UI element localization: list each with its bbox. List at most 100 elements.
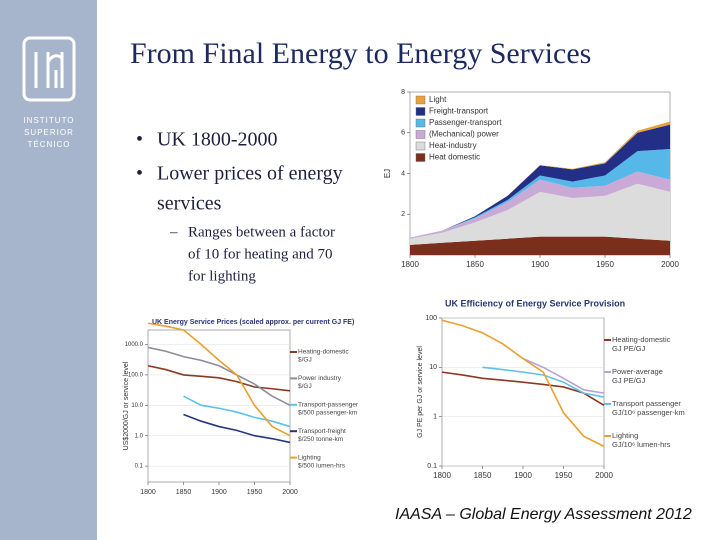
line [522, 357, 605, 394]
legend-label: Passenger-transport [429, 118, 502, 127]
legend-swatch [415, 153, 426, 162]
legend-label: Transport-freight [298, 428, 346, 435]
y-axis-label: EJ [383, 169, 392, 178]
legend-label: Heating-domestic [612, 335, 671, 344]
line [441, 371, 605, 406]
legend-label: Heat-industry [429, 141, 477, 150]
x-tick-label: 1950 [596, 260, 614, 269]
legend-unit: GJ/10⁶ passenger-km [612, 408, 685, 417]
legend-label: Lighting [298, 454, 321, 461]
legend-label: Lighting [612, 431, 638, 440]
bullet: Lower prices of energy [157, 163, 343, 185]
legend-swatch [415, 118, 426, 128]
x-tick-label: 2000 [661, 260, 679, 269]
chart: UK Energy Service Prices (scaled approx.… [123, 319, 359, 496]
plot-area [147, 329, 291, 483]
y-tick-label: 4 [401, 170, 405, 177]
x-tick-label: 1950 [247, 489, 263, 496]
x-tick-label: 2000 [595, 471, 613, 480]
line [147, 346, 291, 407]
area [410, 149, 670, 238]
y-tick-label: 8 [401, 89, 405, 96]
logo-text: SUPERIOR [24, 128, 74, 137]
y-tick-label: 0.1 [135, 464, 144, 470]
bullet: UK 1800-2000 [157, 129, 278, 151]
chart: UK Efficiency of Energy Service Provisio… [417, 298, 685, 480]
bullet-mark: • [136, 163, 143, 185]
line [183, 395, 291, 428]
legend-label: Power industry [298, 375, 342, 382]
y-tick-label: 1000.0 [125, 342, 144, 348]
bullet-mark: • [136, 129, 143, 151]
legend-unit: GJ PE/GJ [612, 344, 646, 353]
legend-label: Power-average [612, 367, 663, 376]
y-tick-label: 100.0 [128, 372, 144, 378]
y-axis-label: US$2000/GJ or service level [123, 361, 130, 450]
y-tick-label: 10 [429, 364, 437, 371]
slide-title: From Final Energy to Energy Services [130, 37, 591, 70]
x-tick-label: 1800 [401, 260, 419, 269]
line [147, 364, 291, 392]
area [410, 171, 670, 239]
legend-unit: $/GJ [298, 357, 312, 364]
y-tick-label: 1 [433, 414, 437, 421]
legend-label: (Mechanical) power [429, 130, 499, 139]
x-tick-label: 1800 [140, 489, 156, 496]
legend-label: Freight-transport [429, 107, 489, 116]
bullet: services [157, 193, 222, 215]
y-tick-label: 10.0 [131, 403, 143, 409]
sub-bullet: of 10 for heating and 70 [188, 246, 333, 262]
legend-unit: GJ PE/GJ [612, 376, 646, 385]
x-tick-label: 1850 [474, 471, 492, 480]
logo-text: TÉCNICO [28, 140, 71, 149]
legend-swatch [415, 130, 426, 139]
legend-label: Light [429, 95, 447, 104]
y-axis-label: GJ PE per GJ or service level [417, 346, 424, 438]
line [441, 319, 605, 448]
x-tick-label: 1800 [433, 471, 451, 480]
area [410, 124, 670, 238]
x-tick-label: 1900 [531, 260, 549, 269]
y-tick-label: 2 [401, 211, 405, 218]
y-tick-label: 100 [425, 315, 437, 322]
y-tick-label: 0.1 [427, 463, 437, 470]
x-tick-label: 1950 [555, 471, 573, 480]
legend-label: Transport passenger [612, 399, 681, 408]
area [410, 236, 670, 255]
legend-label: Heat domestic [429, 153, 480, 162]
logo-frame [22, 36, 76, 102]
legend-swatch [415, 95, 426, 105]
x-tick-label: 1850 [466, 260, 484, 269]
legend-label: Heating-domestic [298, 349, 349, 356]
x-tick-label: 1850 [176, 489, 192, 496]
x-tick-label: 1900 [211, 489, 227, 496]
legend-unit: GJ/10⁶ lumen-hrs [612, 440, 671, 449]
line [482, 366, 605, 398]
sidebar [0, 0, 97, 540]
line [147, 322, 291, 437]
footer: IAASA – Global Energy Assessment 2012 [395, 506, 692, 523]
legend-swatch [415, 107, 426, 116]
logo-text: INSTITUTO [23, 116, 74, 125]
sub-bullet: for lighting [188, 268, 256, 284]
legend-unit: $/500 lumen-hrs [298, 462, 346, 469]
chart-title: UK Efficiency of Energy Service Provisio… [445, 298, 625, 308]
logo-glyph [34, 52, 64, 88]
x-tick-label: 2000 [282, 489, 298, 496]
chart-title: UK Energy Service Prices (scaled approx.… [152, 319, 354, 326]
legend-label: Transport-passenger [298, 402, 359, 409]
x-tick-label: 1900 [514, 471, 532, 480]
y-tick-label: 1.0 [135, 433, 144, 439]
plot-area [441, 317, 605, 467]
legend-unit: $/GJ [298, 383, 312, 390]
legend-swatch [415, 141, 426, 151]
chart: EJ 2 4 6 8 1800 1850 1900 1950 2000 Light Freight-t… [383, 89, 679, 269]
sub-bullet-mark: – [169, 224, 178, 240]
area [410, 183, 670, 245]
legend-unit: $/250 tonne-km [298, 436, 343, 443]
legend-unit: $/500 passenger-km [298, 410, 357, 417]
sub-bullet: Ranges between a factor [188, 224, 335, 240]
logo [22, 36, 76, 102]
